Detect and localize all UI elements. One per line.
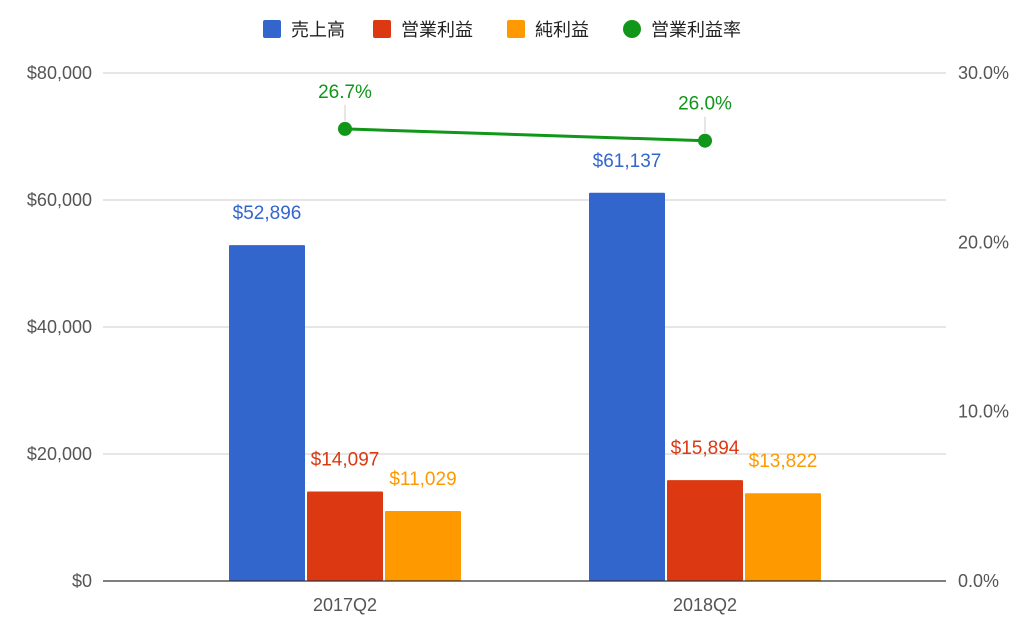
line-point (338, 121, 352, 136)
left-tick-label: $80,000 (27, 63, 92, 83)
legend-marker-square (373, 20, 391, 38)
left-tick-label: $0 (72, 571, 92, 591)
bar-value-label: $13,822 (749, 451, 818, 472)
right-tick-label: 20.0% (958, 232, 1009, 252)
bar (229, 245, 305, 581)
right-y-axis: 0.0% 10.0% 20.0% 30.0% (958, 63, 1009, 591)
bar-value-label: $14,097 (311, 449, 380, 470)
bar-value-label: $52,896 (233, 203, 302, 224)
legend-item[interactable]: 純利益 (507, 20, 589, 41)
left-tick-label: $20,000 (27, 444, 92, 464)
bar-value-label: $11,029 (389, 469, 456, 490)
bar-value-label: $61,137 (593, 151, 662, 172)
legend-label: 営業利益 (401, 20, 473, 41)
left-tick-label: $40,000 (27, 317, 92, 337)
data-labels: $52,896 $14,097 $11,029 $61,137 $15,894 $13,8… (233, 82, 818, 490)
x-axis: 2017Q2 2018Q2 (313, 595, 737, 615)
legend-item[interactable]: 売上高 (263, 20, 345, 41)
bar (385, 510, 461, 581)
legend-marker-circle (623, 20, 641, 38)
legend-item[interactable]: 営業利益 (373, 20, 473, 41)
bar (667, 480, 743, 581)
x-tick-label: 2018Q2 (673, 595, 737, 615)
line-point (698, 133, 712, 148)
right-tick-label: 0.0% (958, 571, 999, 591)
x-tick-label: 2017Q2 (313, 595, 377, 615)
right-tick-label: 30.0% (958, 63, 1009, 83)
legend-item[interactable]: 営業利益率 (623, 20, 741, 41)
legend[interactable]: 売上高 営業利益 純利益 営業利益率 (263, 20, 741, 41)
bar (307, 491, 383, 581)
left-tick-label: $60,000 (27, 190, 92, 210)
legend-marker-square (507, 20, 525, 38)
right-tick-label: 10.0% (958, 402, 1009, 422)
left-y-axis: $0 $20,000 $40,000 $60,000 $80,000 (27, 63, 92, 591)
legend-marker-square (263, 20, 281, 38)
bar-value-label: $15,894 (671, 438, 740, 459)
bar (589, 192, 665, 582)
legend-label: 純利益 (535, 20, 589, 41)
margin-line (338, 104, 712, 148)
legend-label: 売上高 (291, 20, 345, 41)
bar (745, 493, 821, 581)
bars (229, 192, 821, 582)
legend-label: 営業利益率 (651, 20, 741, 41)
line-value-label: 26.0% (678, 94, 732, 115)
margin-line-path (344, 127, 706, 143)
line-value-label: 26.7% (318, 82, 372, 103)
